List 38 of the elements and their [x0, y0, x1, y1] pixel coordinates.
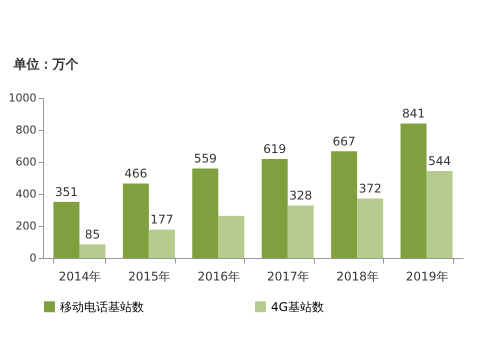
data-label: 351 [54, 184, 78, 199]
bar [192, 168, 218, 258]
data-label: 372 [358, 181, 382, 196]
data-label: 328 [289, 188, 312, 203]
x-tick-label: 2015年 [128, 270, 171, 284]
y-tick-label: 800 [16, 124, 36, 136]
data-label: 667 [332, 134, 356, 148]
y-tick-label: 600 [16, 156, 36, 168]
data-label: 559 [194, 152, 217, 166]
y-tick-label: 200 [16, 220, 36, 232]
bar [288, 206, 314, 258]
bar [79, 244, 106, 258]
data-label: 466 [124, 166, 148, 180]
x-tick-label: 2016年 [198, 270, 240, 284]
bar [122, 183, 149, 258]
y-axis-title: 单位：万个 [12, 56, 80, 72]
bar [53, 202, 80, 258]
data-label: 177 [150, 212, 174, 227]
data-label: 841 [402, 106, 425, 120]
bar [426, 170, 453, 258]
x-tick-label: 2019年 [406, 270, 448, 284]
data-label: 619 [263, 142, 286, 156]
data-label: 85 [84, 227, 100, 242]
legend-label: 4G基站数 [271, 300, 324, 314]
bar [262, 158, 288, 258]
y-tick-label: 1000 [8, 92, 36, 104]
x-tick-label: 2018年 [336, 270, 379, 284]
legend-label: 移动电话基站数 [60, 300, 144, 314]
y-tick-label: 0 [30, 252, 36, 264]
y-tick-label: 400 [16, 188, 36, 200]
x-tick-label: 2017年 [266, 270, 310, 284]
bar [331, 151, 358, 258]
bar [357, 198, 384, 258]
x-tick-label: 2014年 [58, 270, 102, 284]
bar [400, 123, 427, 258]
bar [218, 216, 244, 258]
data-label: 544 [428, 154, 452, 168]
bar [148, 230, 175, 258]
